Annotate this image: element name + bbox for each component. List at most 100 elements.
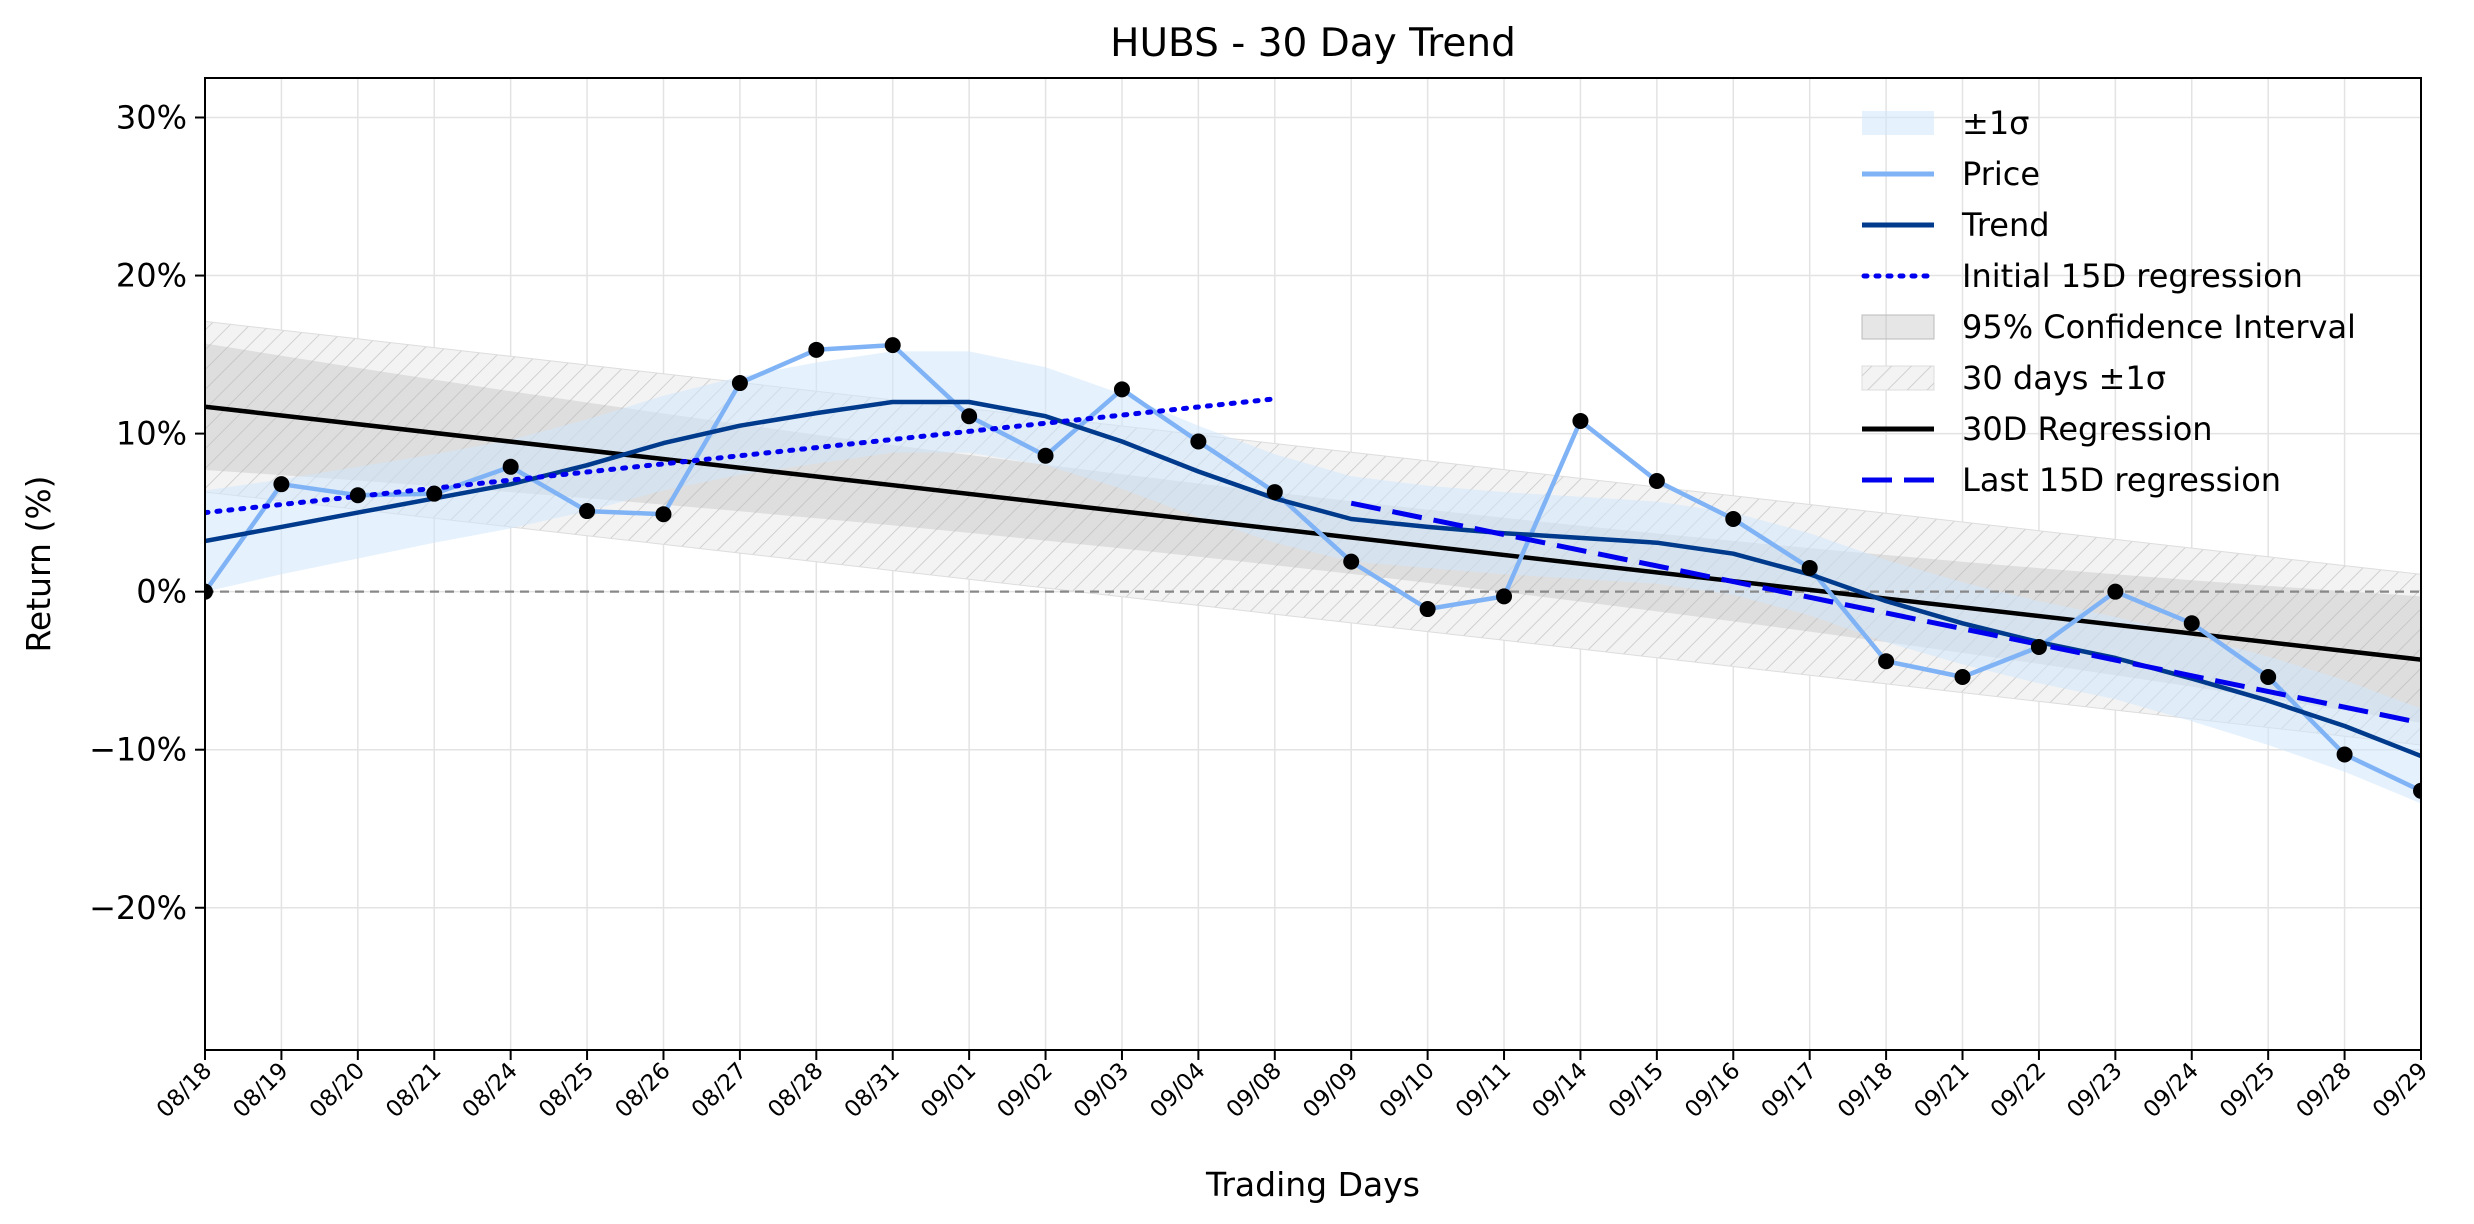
price-marker bbox=[426, 485, 443, 502]
x-tick-label: 09/16 bbox=[1680, 1058, 1745, 1123]
x-tick-label: 08/27 bbox=[687, 1058, 752, 1123]
price-marker bbox=[1266, 484, 1283, 501]
price-marker bbox=[2107, 583, 2124, 600]
x-tick-label: 09/03 bbox=[1069, 1058, 1134, 1123]
x-tick-label: 08/20 bbox=[305, 1058, 370, 1123]
price-markers bbox=[205, 337, 2421, 799]
price-marker bbox=[2413, 782, 2421, 799]
y-tick-label: 20% bbox=[116, 257, 187, 295]
x-tick-label: 09/17 bbox=[1757, 1058, 1822, 1123]
x-tick-label: 09/14 bbox=[1527, 1058, 1592, 1123]
x-tick-label: 09/09 bbox=[1298, 1058, 1363, 1123]
y-tick-label: 30% bbox=[116, 99, 187, 137]
price-marker bbox=[2336, 746, 2353, 763]
x-tick-label: 08/26 bbox=[610, 1058, 675, 1123]
legend-item: Price bbox=[1862, 155, 2040, 193]
x-tick-label: 09/10 bbox=[1375, 1058, 1440, 1123]
price-marker bbox=[1037, 447, 1054, 464]
sigma-band bbox=[205, 351, 2421, 804]
price-marker bbox=[1419, 601, 1436, 618]
x-tick-label: 08/19 bbox=[228, 1058, 293, 1123]
x-tick-label: 08/28 bbox=[763, 1058, 828, 1123]
legend-label: Price bbox=[1962, 155, 2040, 193]
x-tick-label: 09/02 bbox=[993, 1058, 1058, 1123]
price-marker bbox=[808, 341, 825, 358]
price-marker bbox=[2183, 615, 2200, 632]
price-marker bbox=[1343, 553, 1360, 570]
legend-item: Initial 15D regression bbox=[1861, 257, 2303, 295]
price-marker bbox=[884, 337, 901, 354]
legend-item: 30D Regression bbox=[1862, 410, 2213, 448]
legend-item: Last 15D regression bbox=[1862, 461, 2281, 499]
price-marker bbox=[1954, 669, 1971, 686]
x-tick-label: 09/24 bbox=[2139, 1058, 2204, 1123]
y-axis-ticks: −20% −10% 0% 10% 20% 30% bbox=[89, 99, 205, 927]
legend-swatch-sigma bbox=[1862, 111, 1934, 135]
legend-item: 30 days ±1σ bbox=[1861, 359, 2166, 397]
price-marker bbox=[1801, 559, 1818, 576]
x-tick-label: 09/21 bbox=[1909, 1058, 1974, 1123]
x-axis-label: Trading Days bbox=[1205, 1165, 1420, 1204]
x-tick-label: 09/15 bbox=[1604, 1058, 1669, 1123]
x-tick-label: 09/01 bbox=[916, 1058, 981, 1123]
x-tick-label: 08/25 bbox=[534, 1058, 599, 1123]
price-line bbox=[205, 342, 2421, 793]
x-tick-label: 08/31 bbox=[840, 1058, 905, 1123]
x-axis-ticks: 08/18 08/19 08/20 08/21 08/24 08/25 08/26 08/27… bbox=[152, 1050, 2433, 1123]
legend-label: 30D Regression bbox=[1962, 410, 2213, 448]
legend: ±1σ Price Trend Initial 15D regression 95% C… bbox=[1861, 104, 2356, 499]
price-marker bbox=[1496, 588, 1513, 605]
legend-label: Last 15D regression bbox=[1962, 461, 2281, 499]
x-tick-label: 09/08 bbox=[1222, 1058, 1287, 1123]
price-marker bbox=[1725, 510, 1742, 527]
legend-item: Trend bbox=[1862, 206, 2050, 244]
y-tick-label: 10% bbox=[116, 415, 187, 453]
x-tick-label: 09/28 bbox=[2292, 1058, 2357, 1123]
legend-label: Trend bbox=[1961, 206, 2050, 244]
price-marker bbox=[1113, 381, 1130, 398]
price-marker bbox=[502, 458, 519, 475]
x-tick-label: 09/29 bbox=[2368, 1058, 2433, 1123]
initial-15d-regression-line bbox=[205, 396, 1278, 516]
price-marker bbox=[731, 375, 748, 392]
price-marker bbox=[655, 506, 672, 523]
regression-30d-line bbox=[205, 404, 2421, 662]
legend-label: 30 days ±1σ bbox=[1962, 359, 2166, 397]
x-tick-label: 08/18 bbox=[152, 1058, 217, 1123]
legend-label: ±1σ bbox=[1962, 104, 2029, 142]
legend-item: 95% Confidence Interval bbox=[1861, 308, 2356, 346]
legend-label: 95% Confidence Interval bbox=[1962, 308, 2356, 346]
x-tick-label: 08/21 bbox=[381, 1058, 446, 1123]
price-marker bbox=[1190, 433, 1207, 450]
x-tick-label: 09/04 bbox=[1145, 1058, 1210, 1123]
lines-layer bbox=[205, 342, 2421, 793]
price-marker bbox=[349, 487, 366, 504]
x-tick-label: 09/22 bbox=[1986, 1058, 2051, 1123]
legend-label: Initial 15D regression bbox=[1962, 257, 2303, 295]
last-15d-regression-line bbox=[1350, 500, 2421, 726]
price-marker bbox=[1572, 412, 1589, 429]
legend-item: ±1σ bbox=[1862, 104, 2029, 142]
plot-frame bbox=[204, 77, 2422, 1051]
legend-swatch-sigma-30d-hatch bbox=[1862, 366, 1934, 390]
y-tick-label: −10% bbox=[89, 731, 187, 769]
price-marker bbox=[579, 503, 596, 520]
price-marker bbox=[205, 583, 213, 600]
price-marker bbox=[2260, 669, 2277, 686]
price-marker bbox=[961, 408, 978, 425]
y-axis-label: Return (%) bbox=[19, 475, 58, 652]
chart-title: HUBS - 30 Day Trend bbox=[1110, 21, 1516, 66]
x-tick-label: 09/25 bbox=[2215, 1058, 2280, 1123]
legend-swatch-confidence bbox=[1861, 314, 1935, 340]
x-tick-label: 09/11 bbox=[1451, 1058, 1516, 1123]
x-tick-label: 08/24 bbox=[458, 1058, 523, 1123]
price-marker bbox=[273, 476, 290, 493]
price-marker bbox=[2030, 638, 2047, 655]
y-tick-label: 0% bbox=[136, 573, 187, 611]
y-tick-label: −20% bbox=[89, 889, 187, 927]
x-tick-label: 09/18 bbox=[1833, 1058, 1898, 1123]
price-marker bbox=[1648, 473, 1665, 490]
price-marker bbox=[1878, 653, 1895, 670]
x-tick-label: 09/23 bbox=[2062, 1058, 2127, 1123]
